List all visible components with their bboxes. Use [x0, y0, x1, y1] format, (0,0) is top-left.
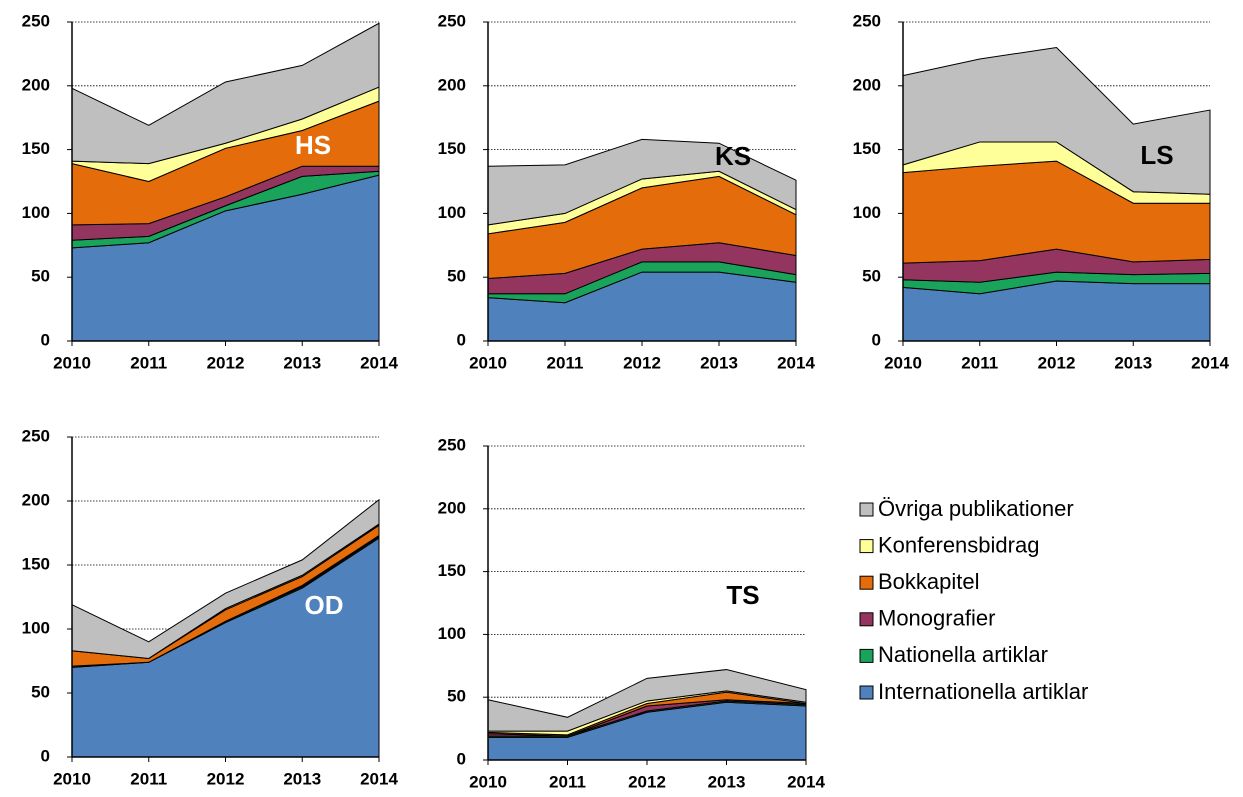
- y-tick-label: 250: [22, 426, 50, 445]
- y-tick-label: 0: [41, 330, 50, 349]
- legend-swatch: [859, 648, 874, 663]
- x-tick-label: 2014: [1191, 353, 1229, 372]
- panel-title: HS: [295, 130, 331, 160]
- y-tick-label: 200: [853, 75, 881, 94]
- y-tick-label: 250: [22, 11, 50, 30]
- y-tick-label: 100: [438, 624, 466, 643]
- x-tick-label: 2014: [360, 353, 398, 372]
- legend-swatch: [859, 575, 874, 590]
- panel-title: KS: [715, 141, 751, 171]
- y-tick-label: 0: [872, 330, 881, 349]
- x-tick-label: 2012: [628, 772, 666, 791]
- x-tick-label: 2014: [360, 769, 398, 788]
- area: [487, 138, 797, 226]
- x-tick-label: 2013: [1114, 353, 1152, 372]
- panel-title: OD: [305, 590, 344, 620]
- y-tick-label: 100: [22, 203, 50, 222]
- y-tick-label: 200: [438, 498, 466, 517]
- legend-swatch: [859, 685, 874, 700]
- legend-label: Internationella artiklar: [878, 679, 1088, 704]
- x-tick-label: 2012: [1038, 353, 1076, 372]
- y-tick-label: 200: [438, 75, 466, 94]
- x-tick-label: 2011: [130, 769, 167, 788]
- panel: 0 50 100 150 200 250 2010 2011 2012 2013 2014 HS: [22, 11, 399, 372]
- y-tick-label: 150: [438, 561, 466, 580]
- y-tick-label: 100: [438, 203, 466, 222]
- y-tick-label: 0: [457, 749, 466, 768]
- legend-label: Monografier: [878, 606, 995, 631]
- y-tick-label: 150: [853, 139, 881, 158]
- y-tick-label: 50: [862, 267, 881, 286]
- legend-label: Bokkapitel: [878, 569, 980, 594]
- panel-title: LS: [1140, 140, 1173, 170]
- x-tick-label: 2011: [547, 353, 584, 372]
- x-tick-label: 2013: [700, 353, 738, 372]
- y-tick-label: 0: [457, 330, 466, 349]
- y-tick-label: 250: [438, 435, 466, 454]
- y-tick-label: 150: [22, 554, 50, 573]
- x-tick-label: 2010: [53, 353, 91, 372]
- legend-label: Nationella artiklar: [878, 642, 1048, 667]
- y-tick-label: 50: [31, 682, 50, 701]
- panel: 0 50 100 150 200 250 2010 2011 2012 2013 2014 OD: [22, 426, 399, 788]
- y-tick-label: 150: [22, 139, 50, 158]
- x-tick-label: 2011: [961, 353, 998, 372]
- y-tick-label: 50: [447, 687, 466, 706]
- area: [71, 498, 380, 659]
- legend-swatch: [859, 539, 874, 554]
- x-tick-label: 2014: [787, 772, 825, 791]
- x-tick-label: 2013: [708, 772, 746, 791]
- area: [71, 22, 380, 165]
- y-tick-label: 100: [22, 618, 50, 637]
- x-tick-label: 2012: [207, 353, 245, 372]
- x-tick-label: 2011: [130, 353, 167, 372]
- panel: 0 50 100 150 200 250 2010 2011 2012 2013 2014 TS: [438, 435, 826, 791]
- y-tick-label: 50: [447, 267, 466, 286]
- y-tick-label: 200: [22, 75, 50, 94]
- x-tick-label: 2010: [469, 772, 507, 791]
- legend-label: Konferensbidrag: [878, 532, 1039, 557]
- x-tick-label: 2010: [884, 353, 922, 372]
- area: [487, 669, 807, 732]
- y-tick-label: 0: [41, 746, 50, 765]
- panel: 0 50 100 150 200 250 2010 2011 2012 2013 2014 LS: [853, 11, 1230, 372]
- y-tick-label: 250: [853, 11, 881, 30]
- x-tick-label: 2014: [777, 353, 815, 372]
- y-tick-label: 200: [22, 490, 50, 509]
- legend-swatch: [859, 502, 874, 517]
- y-tick-label: 100: [853, 203, 881, 222]
- area: [902, 46, 1211, 195]
- y-tick-label: 150: [438, 139, 466, 158]
- y-tick-label: 50: [31, 267, 50, 286]
- legend-label: Övriga publikationer: [878, 496, 1074, 521]
- x-tick-label: 2010: [53, 769, 91, 788]
- x-tick-label: 2012: [623, 353, 661, 372]
- x-tick-label: 2011: [549, 772, 586, 791]
- x-tick-label: 2012: [207, 769, 245, 788]
- x-tick-label: 2013: [283, 769, 321, 788]
- panel-title: TS: [726, 580, 759, 610]
- x-tick-label: 2010: [469, 353, 507, 372]
- legend-swatch: [859, 612, 874, 627]
- panel: 0 50 100 150 200 250 2010 2011 2012 2013 2014 KS: [438, 11, 816, 372]
- y-tick-label: 250: [438, 11, 466, 30]
- x-tick-label: 2013: [283, 353, 321, 372]
